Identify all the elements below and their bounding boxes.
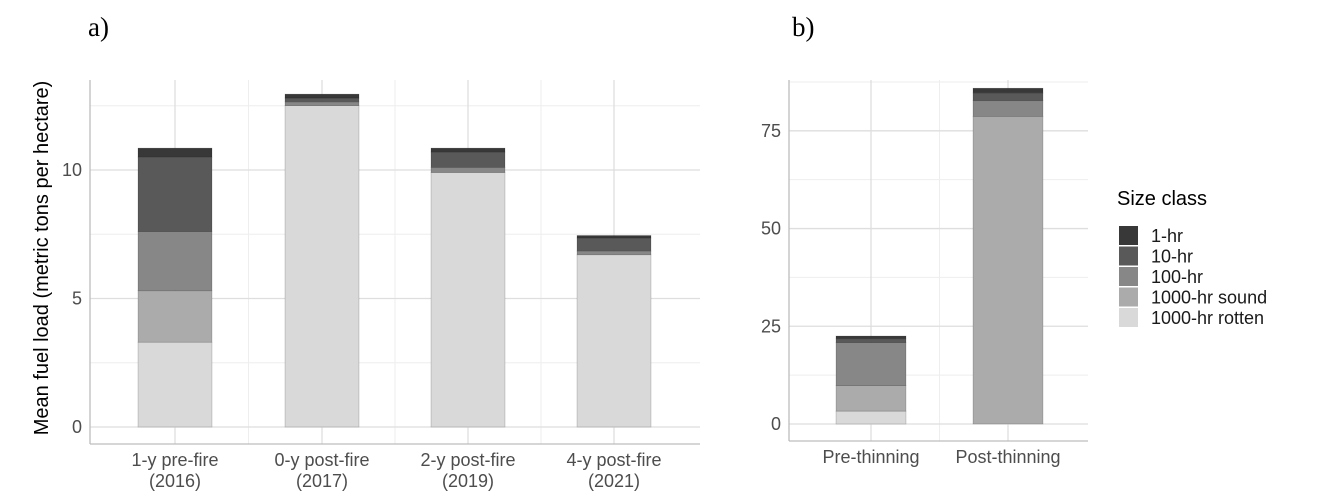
legend-swatch-10-hr <box>1119 246 1138 266</box>
legend-label-1000-hr-sound: 1000-hr sound <box>1151 288 1267 308</box>
bar-segment-b-1-1000-hr-sound <box>972 116 1044 425</box>
legend-swatch-100-hr <box>1119 267 1138 286</box>
bar-segment-a-0-10-hr <box>137 156 213 232</box>
panel-a-label: a) <box>88 12 109 42</box>
legend-swatch-1000-hr-rotten <box>1119 308 1138 327</box>
x-tick-label-a: (2016) <box>149 471 201 491</box>
bar-segment-a-3-10-hr <box>576 237 652 252</box>
bar-segment-a-1-10-hr <box>284 97 360 103</box>
y-tick-label-a: 0 <box>72 417 82 437</box>
bar-segment-b-0-1000-hr-rotten <box>835 410 907 425</box>
y-tick-label-b: 50 <box>761 219 781 239</box>
legend-swatch-1-hr <box>1119 226 1138 245</box>
legend-label-10-hr: 10-hr <box>1151 247 1193 267</box>
panel-b-plot: 0 25 50 75 Pre-thinning Post-thinning <box>761 80 1088 467</box>
bar-segment-a-0-1-hr <box>137 147 213 158</box>
bar-segment-b-0-1000-hr-sound <box>835 385 907 412</box>
x-tick-label-a: 1-y pre-fire <box>131 450 218 470</box>
bar-segment-b-0-1-hr <box>835 335 907 340</box>
x-tick-label-a: (2019) <box>442 471 494 491</box>
y-tick-label-a: 10 <box>62 160 82 180</box>
legend-label-1-hr: 1-hr <box>1151 226 1183 246</box>
y-tick-label-b: 0 <box>771 414 781 434</box>
bar-segment-a-1-100-hr <box>284 101 360 107</box>
panel-a-plot: 0 5 10 1-y pre-fire(2016) 0-y post-fire(2017… <box>62 80 700 491</box>
bar-segment-b-0-100-hr <box>835 342 907 386</box>
x-tick-label-a: 2-y post-fire <box>420 450 515 470</box>
bar-segment-b-1-10-hr <box>972 92 1044 102</box>
bar-segment-a-2-1000-hr-rotten <box>430 172 506 428</box>
y-tick-label-a: 5 <box>72 288 82 308</box>
y-axis-title: Mean fuel load (metric tons per hectare) <box>31 81 53 436</box>
bar-segment-b-1-100-hr <box>972 100 1044 117</box>
bar-segment-a-0-1000-hr-sound <box>137 290 213 343</box>
y-tick-label-b: 25 <box>761 316 781 336</box>
bar-segment-a-0-100-hr <box>137 231 213 292</box>
x-tick-label-a: 0-y post-fire <box>274 450 369 470</box>
legend-title: Size class <box>1117 188 1207 210</box>
x-tick-label-b: Post-thinning <box>955 447 1060 467</box>
legend-label-100-hr: 100-hr <box>1151 267 1203 287</box>
x-tick-label-a: (2021) <box>588 471 640 491</box>
bar-segment-a-3-1000-hr-rotten <box>576 254 652 428</box>
bar-segment-a-2-1-hr <box>430 147 506 153</box>
y-tick-label-b: 75 <box>761 121 781 141</box>
bar-segment-a-1-1000-hr-rotten <box>284 105 360 428</box>
x-tick-label-a: (2017) <box>296 471 348 491</box>
bar-segment-b-1-1-hr <box>972 87 1044 94</box>
panel-b-label: b) <box>792 12 815 42</box>
legend-swatch-1000-hr-sound <box>1119 287 1138 307</box>
x-tick-label-a: 4-y post-fire <box>566 450 661 470</box>
bar-segment-a-0-1000-hr-rotten <box>137 341 213 428</box>
bar-segment-a-3-100-hr <box>576 250 652 256</box>
bar-segment-b-0-10-hr <box>835 338 907 343</box>
bar-segment-a-1-1-hr <box>284 93 360 99</box>
x-tick-label-b: Pre-thinning <box>822 447 919 467</box>
bar-segment-a-2-10-hr <box>430 151 506 168</box>
bar-segment-a-2-100-hr <box>430 167 506 173</box>
legend-label-1000-hr-rotten: 1000-hr rotten <box>1151 308 1264 328</box>
bar-segment-a-3-1-hr <box>576 235 652 239</box>
